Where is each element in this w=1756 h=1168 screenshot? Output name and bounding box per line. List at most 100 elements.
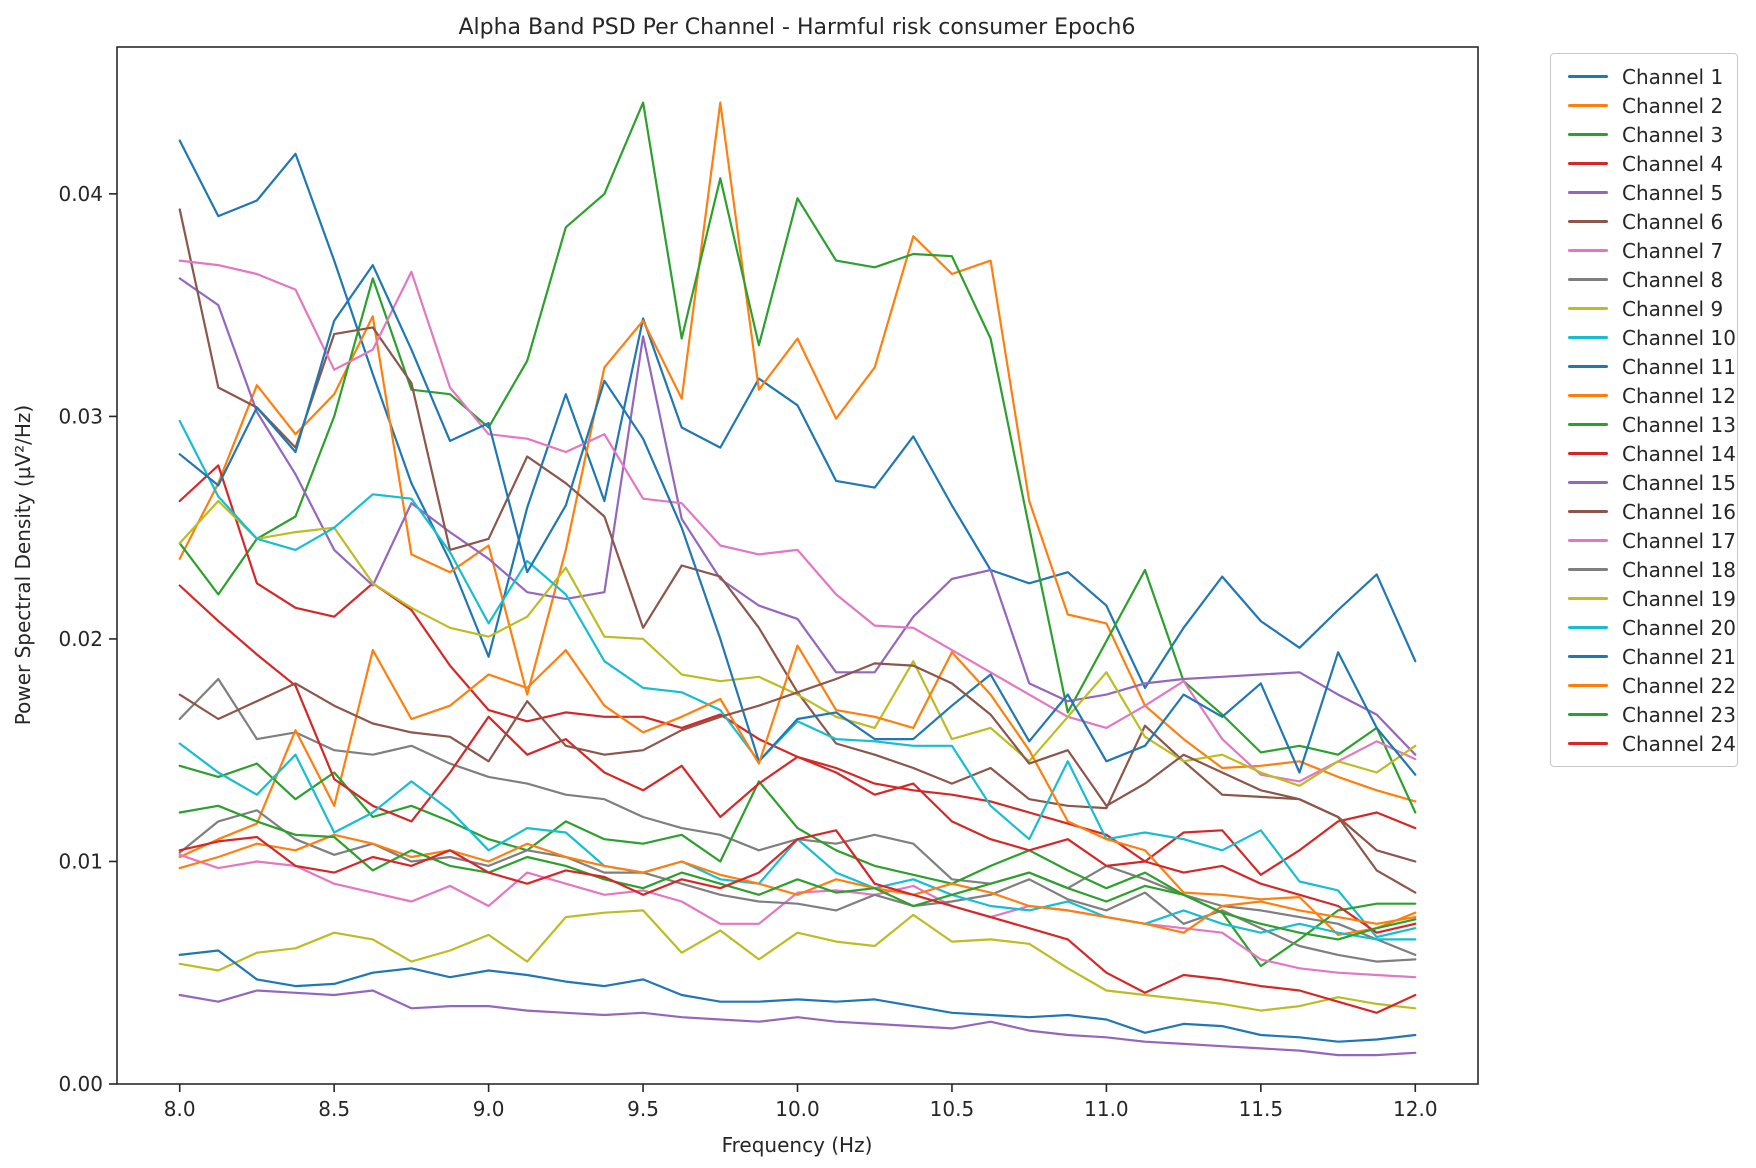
x-tick-label: 8.5 — [318, 1097, 350, 1121]
chart-title: Alpha Band PSD Per Channel - Harmful ris… — [458, 15, 1135, 40]
legend-line-swatch — [1568, 655, 1608, 658]
channel-1-line — [178, 139, 1417, 690]
legend-item-channel-10: Channel 10 — [1551, 323, 1737, 352]
legend-label: Channel 6 — [1622, 209, 1724, 234]
channel-12-line — [178, 644, 1417, 937]
legend-line-swatch — [1568, 510, 1608, 513]
legend-label: Channel 13 — [1622, 412, 1736, 437]
legend-line-swatch — [1568, 394, 1608, 397]
x-tick-label: 12.0 — [1393, 1097, 1438, 1121]
channel-24-line — [178, 829, 1417, 1014]
legend-line-swatch — [1568, 336, 1608, 339]
legend-label: Channel 17 — [1622, 528, 1736, 553]
legend-line-swatch — [1568, 626, 1608, 629]
legend-label: Channel 5 — [1622, 180, 1724, 205]
legend-label: Channel 15 — [1622, 470, 1736, 495]
y-tick-label: 0.00 — [58, 1072, 103, 1096]
legend-line-swatch — [1568, 713, 1608, 716]
legend-item-channel-17: Channel 17 — [1551, 526, 1737, 555]
legend-label: Channel 10 — [1622, 325, 1736, 350]
legend-item-channel-15: Channel 15 — [1551, 468, 1737, 497]
legend-item-channel-23: Channel 23 — [1551, 700, 1737, 729]
legend-item-channel-11: Channel 11 — [1551, 352, 1737, 381]
legend-item-channel-20: Channel 20 — [1551, 613, 1737, 642]
legend-label: Channel 11 — [1622, 354, 1736, 379]
legend-item-channel-7: Channel 7 — [1551, 236, 1737, 265]
legend-label: Channel 24 — [1622, 731, 1736, 756]
legend-item-channel-4: Channel 4 — [1551, 149, 1737, 178]
x-tick-label: 10.5 — [930, 1097, 975, 1121]
x-tick-label: 11.5 — [1239, 1097, 1284, 1121]
legend-label: Channel 4 — [1622, 151, 1724, 176]
legend-item-channel-22: Channel 22 — [1551, 671, 1737, 700]
x-axis-ticks: 8.0 8.5 9.0 9.5 10.0 10.5 11.0 11.5 12.0 — [164, 1084, 1438, 1121]
legend-line-swatch — [1568, 191, 1608, 194]
channel-9-line — [178, 499, 1417, 787]
series-lines — [178, 101, 1417, 1057]
plot-background — [117, 47, 1478, 1084]
legend-item-channel-3: Channel 3 — [1551, 120, 1737, 149]
legend-line-swatch — [1568, 133, 1608, 136]
x-tick-label: 10.0 — [775, 1097, 820, 1121]
channel-23-line — [178, 804, 1417, 941]
legend-label: Channel 2 — [1622, 93, 1724, 118]
channel-10-line — [178, 419, 1417, 939]
legend-item-channel-2: Channel 2 — [1551, 91, 1737, 120]
y-tick-label: 0.04 — [58, 182, 103, 206]
legend-item-channel-19: Channel 19 — [1551, 584, 1737, 613]
channel-16-line — [178, 662, 1417, 894]
channel-17-line — [178, 853, 1417, 979]
x-tick-label: 9.0 — [473, 1097, 505, 1121]
channel-22-line — [178, 833, 1417, 934]
y-axis-label: Power Spectral Density (µV²/Hz) — [11, 405, 35, 725]
legend-line-swatch — [1568, 423, 1608, 426]
y-tick-label: 0.01 — [58, 849, 103, 873]
channel-2-line — [178, 101, 1417, 803]
channel-19-line — [178, 909, 1417, 1012]
legend-item-channel-9: Channel 9 — [1551, 294, 1737, 323]
channel-5-line — [178, 277, 1417, 756]
y-tick-label: 0.02 — [58, 627, 103, 651]
y-tick-label: 0.03 — [58, 404, 103, 428]
legend-line-swatch — [1568, 104, 1608, 107]
legend-line-swatch — [1568, 365, 1608, 368]
legend-label: Channel 23 — [1622, 702, 1736, 727]
legend-item-channel-12: Channel 12 — [1551, 381, 1737, 410]
legend-item-channel-8: Channel 8 — [1551, 265, 1737, 294]
legend-line-swatch — [1568, 481, 1608, 484]
channel-11-line — [178, 264, 1417, 776]
channel-21-line — [178, 949, 1417, 1043]
legend-item-channel-1: Channel 1 — [1551, 62, 1737, 91]
legend-label: Channel 12 — [1622, 383, 1736, 408]
channel-14-line — [178, 584, 1417, 934]
legend-item-channel-13: Channel 13 — [1551, 410, 1737, 439]
legend-item-channel-14: Channel 14 — [1551, 439, 1737, 468]
legend-line-swatch — [1568, 307, 1608, 310]
legend-label: Channel 18 — [1622, 557, 1736, 582]
legend-line-swatch — [1568, 249, 1608, 252]
legend-line-swatch — [1568, 539, 1608, 542]
y-axis-ticks: 0.00 0.01 0.02 0.03 0.04 — [58, 182, 117, 1096]
legend-line-swatch — [1568, 278, 1608, 281]
legend-item-channel-18: Channel 18 — [1551, 555, 1737, 584]
legend-label: Channel 1 — [1622, 64, 1724, 89]
legend-line-swatch — [1568, 684, 1608, 687]
legend: Channel 1 Channel 2 Channel 3 Channel 4 Chan… — [1550, 53, 1738, 767]
legend-line-swatch — [1568, 742, 1608, 745]
legend-label: Channel 3 — [1622, 122, 1724, 147]
legend-label: Channel 8 — [1622, 267, 1724, 292]
x-axis-label: Frequency (Hz) — [722, 1133, 873, 1157]
legend-line-swatch — [1568, 162, 1608, 165]
legend-line-swatch — [1568, 75, 1608, 78]
legend-item-channel-6: Channel 6 — [1551, 207, 1737, 236]
legend-label: Channel 9 — [1622, 296, 1724, 321]
x-tick-label: 11.0 — [1084, 1097, 1129, 1121]
x-tick-label: 9.5 — [627, 1097, 659, 1121]
legend-label: Channel 22 — [1622, 673, 1736, 698]
legend-label: Channel 19 — [1622, 586, 1736, 611]
legend-line-swatch — [1568, 597, 1608, 600]
channel-7-line — [178, 259, 1417, 783]
x-tick-label: 8.0 — [164, 1097, 196, 1121]
